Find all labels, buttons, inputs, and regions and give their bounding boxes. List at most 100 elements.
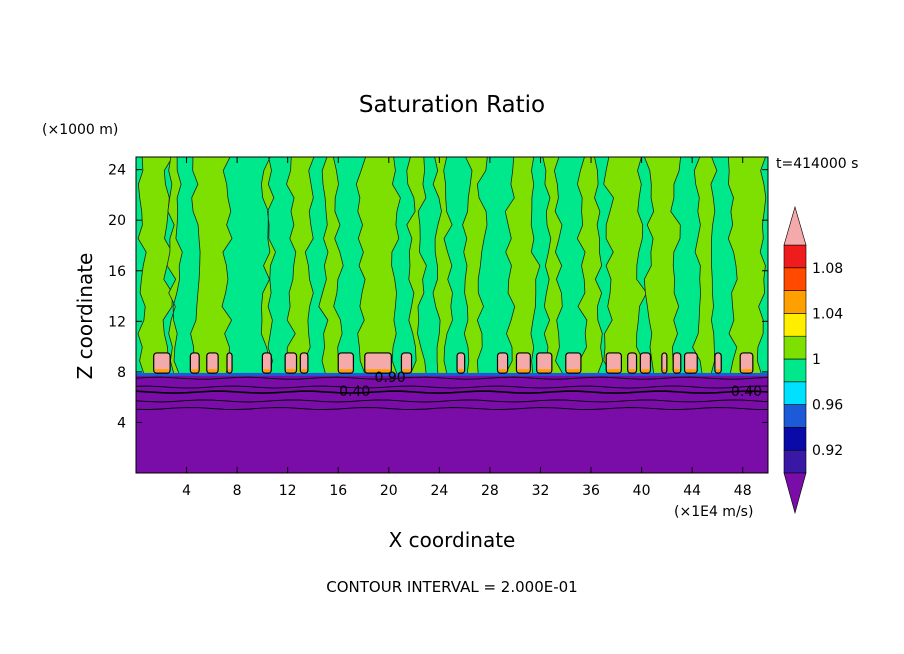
cell-orange-rim [685,369,697,373]
plot-frame [135,156,769,474]
x-tick-label: 16 [329,483,347,499]
supersaturated-cell [672,352,682,374]
contour-labels: 0.400.900.40 [339,370,762,400]
cell-orange-rim [741,369,752,373]
supersaturated-cell [206,352,219,374]
colorbar-segment [783,427,807,451]
supersaturated-cell [739,352,754,374]
time-label: t=414000 s [776,156,858,172]
cell-orange-rim [207,369,218,373]
cell-orange-rim [628,369,636,373]
colorbar-top-arrow [783,205,807,246]
x-tick-label: 20 [380,483,398,499]
supersaturated-cell [515,352,531,374]
plot-area [136,156,768,473]
x-tick-label: 4 [182,483,191,499]
y-tick-label: 16 [108,264,126,280]
x-tick-label: 8 [233,483,242,499]
colorbar-label: 0.96 [812,398,843,414]
contour-line [135,399,769,403]
cloud-base-interface [136,372,768,376]
x-tick-label: 32 [532,483,550,499]
cell-orange-rim [674,369,680,373]
cell-orange-rim [715,369,721,373]
cell-orange-rim [566,369,580,373]
supersaturated-cell [639,352,652,374]
cell-orange-rim [301,369,307,373]
supersaturated-cell [627,352,638,374]
cell-orange-rim [228,369,232,373]
supersaturated-cell [337,352,355,374]
supersaturated-cell [299,352,309,374]
contour-label: 0.40 [339,384,370,400]
contour-interval-footer: CONTOUR INTERVAL = 2.000E-01 [326,578,577,596]
colorbar-segment [783,404,807,428]
cell-orange-rim [498,369,507,373]
x-tick-label: 12 [279,483,297,499]
y-axis-unit: (×1000 m) [42,122,118,138]
x-axis-label: X coordinate [389,528,516,552]
x-tick-label: 40 [633,483,651,499]
x-tick-label: 48 [734,483,752,499]
supersaturated-cell [284,352,298,374]
colorbar-segment [783,358,807,383]
cell-orange-rim [286,369,296,373]
chart-title: Saturation Ratio [359,92,545,118]
supersaturated-cell [565,352,582,374]
y-tick-label: 4 [117,415,126,431]
supersaturated-cell [605,352,622,374]
cell-orange-rim [402,369,411,373]
cell-orange-rim [641,369,650,373]
colorbar-label: 1.04 [812,306,843,322]
contour-line [135,376,769,380]
x-tick-label: 24 [430,483,448,499]
x-tick-label: 44 [683,483,701,499]
y-tick-label: 12 [108,314,126,330]
y-tick-label: 24 [108,163,126,179]
supersaturated-cell [364,352,392,374]
colorbar-label: 1.08 [812,261,843,277]
colorbar-label: 1 [812,352,821,368]
supersaturated-cell [261,352,272,374]
cell-orange-rim [662,369,666,373]
supersaturated-cell [400,352,413,374]
x-tick-label: 28 [481,483,499,499]
cell-orange-rim [339,369,353,373]
contour-line [135,407,769,410]
supersaturated-cell [661,352,668,374]
colorbar-segment [783,290,807,314]
colorbar-segment [783,244,807,269]
cell-orange-rim [537,369,551,373]
supersaturated-cell [683,352,698,374]
y-tick-label: 8 [117,365,126,381]
colorbar-label: 0.92 [812,443,843,459]
colorbar: 1.08 1.04 1 0.96 0.92 [783,205,843,515]
cell-orange-rim [458,369,464,373]
supersaturated-cell [456,352,466,374]
supersaturated-cell [226,352,233,374]
cell-orange-rim [191,369,199,373]
colorbar-segment [783,313,807,337]
contour-label: 0.90 [374,370,405,386]
contour-lines [135,376,769,410]
colorbar-segment [783,449,807,474]
cell-orange-rim [154,369,170,373]
supersaturated-cell [536,352,553,374]
y-tick-label: 20 [108,213,126,229]
cell-orange-rim [365,369,391,373]
cell-orange-rim [263,369,271,373]
supersaturated-cell [153,352,171,374]
contour-label: 0.40 [731,384,762,400]
cell-orange-rim [607,369,621,373]
x-tick-label: 36 [582,483,600,499]
colorbar-segment [783,381,807,405]
contour-line [135,385,768,389]
colorbar-segment [783,267,807,291]
contour-line [135,390,769,394]
supersaturated-cell [714,352,722,374]
supersaturated-cell [189,352,200,374]
supersaturated-cell [496,352,509,374]
x-axis-unit: (×1E4 m/s) [674,504,753,520]
